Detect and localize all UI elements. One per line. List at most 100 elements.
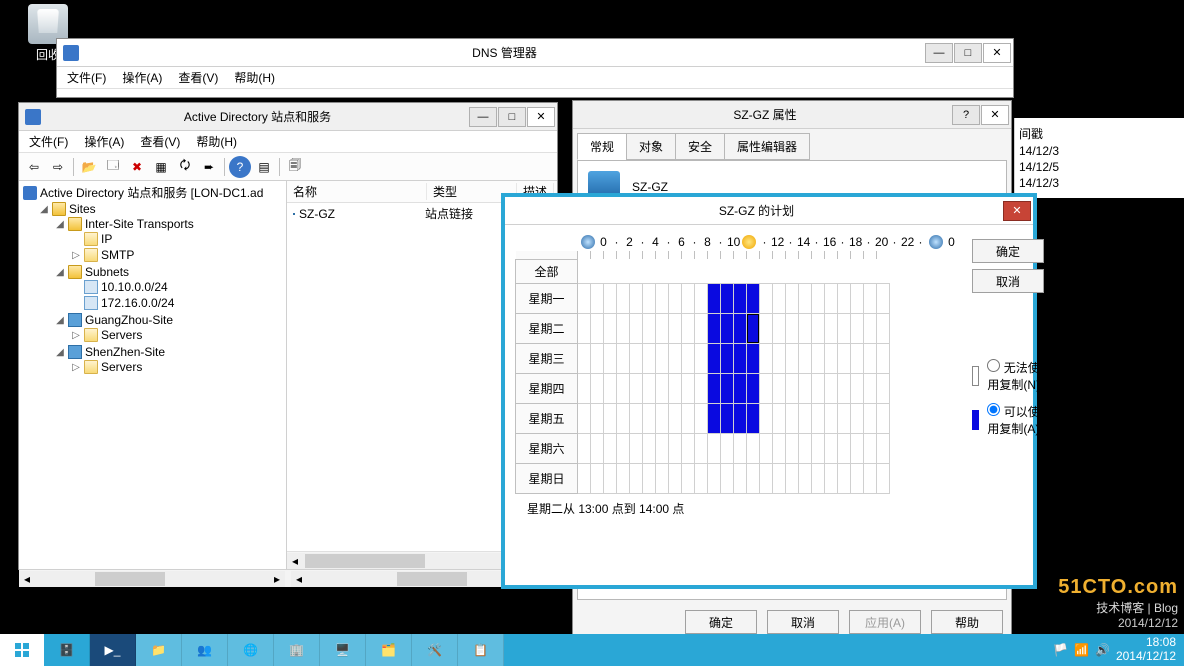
tree-root[interactable]: Active Directory 站点和服务 [LON-DC1.ad — [40, 184, 263, 201]
schedule-cell[interactable] — [669, 433, 682, 463]
scroll-thumb[interactable] — [397, 572, 467, 586]
schedule-cell[interactable] — [617, 283, 630, 313]
schedule-cell[interactable] — [682, 313, 695, 343]
schedule-cell[interactable] — [578, 343, 591, 373]
schedule-cell[interactable] — [643, 433, 656, 463]
schedule-cell[interactable] — [877, 433, 890, 463]
schedule-cell[interactable] — [578, 313, 591, 343]
schedule-cell[interactable] — [669, 283, 682, 313]
expander[interactable]: ▷ — [71, 362, 81, 373]
maximize-button[interactable]: □ — [954, 43, 982, 63]
schedule-cell[interactable] — [786, 433, 799, 463]
tray-sound-icon[interactable]: 🔊 — [1095, 643, 1110, 657]
schedule-cell[interactable] — [669, 403, 682, 433]
schedule-cell[interactable] — [877, 313, 890, 343]
menu-action[interactable]: 操作(A) — [78, 131, 130, 152]
schedule-cell[interactable] — [630, 463, 643, 493]
tree-subnets[interactable]: Subnets — [85, 265, 129, 279]
schedule-cell[interactable] — [773, 373, 786, 403]
close-button[interactable]: ✕ — [527, 107, 555, 127]
schedule-cell[interactable] — [721, 373, 734, 403]
schedule-cell[interactable] — [773, 313, 786, 343]
menu-help[interactable]: 帮助(H) — [228, 67, 281, 88]
schedule-cell[interactable] — [656, 313, 669, 343]
minimize-button[interactable]: — — [469, 107, 497, 127]
radio-off[interactable] — [987, 359, 1000, 372]
back-button[interactable]: ⇦ — [23, 156, 45, 178]
expander[interactable]: ▷ — [71, 250, 81, 261]
schedule-cell[interactable] — [591, 343, 604, 373]
day-header[interactable]: 星期一 — [516, 283, 578, 313]
schedule-cell[interactable] — [617, 313, 630, 343]
tree-sn1[interactable]: 10.10.0.0/24 — [101, 280, 168, 294]
schedule-cell[interactable] — [812, 283, 825, 313]
dns-button[interactable]: 🌐 — [228, 634, 274, 666]
schedule-cell[interactable] — [721, 403, 734, 433]
day-header[interactable]: 星期四 — [516, 373, 578, 403]
tool-button[interactable]: 🗐 — [284, 156, 306, 178]
schedule-cell[interactable] — [578, 283, 591, 313]
schedule-cell[interactable] — [630, 313, 643, 343]
help-button[interactable]: 帮助 — [931, 610, 1003, 634]
scroll-left[interactable]: ◂ — [19, 571, 35, 587]
schedule-cell[interactable] — [721, 433, 734, 463]
schedule-cell[interactable] — [825, 433, 838, 463]
schedule-cell[interactable] — [643, 403, 656, 433]
schedule-cell[interactable] — [851, 343, 864, 373]
schedule-cell[interactable] — [734, 433, 747, 463]
tree-gz[interactable]: GuangZhou-Site — [85, 313, 173, 327]
schedule-cell[interactable] — [682, 373, 695, 403]
menu-view[interactable]: 查看(V) — [172, 67, 224, 88]
col-name[interactable]: 名称 — [287, 183, 427, 200]
schedule-cell[interactable] — [760, 433, 773, 463]
schedule-cell[interactable] — [760, 403, 773, 433]
schedule-cell[interactable] — [734, 403, 747, 433]
menu-action[interactable]: 操作(A) — [116, 67, 168, 88]
schedule-cell[interactable] — [851, 403, 864, 433]
schedule-cell[interactable] — [591, 433, 604, 463]
schedule-cell[interactable] — [864, 403, 877, 433]
legend-on[interactable]: 可以使用复制(A) — [972, 403, 1044, 437]
schedule-cell[interactable] — [747, 343, 760, 373]
schedule-cell[interactable] — [864, 463, 877, 493]
tab-security[interactable]: 安全 — [675, 133, 725, 160]
expander[interactable]: ◢ — [55, 347, 65, 358]
schedule-cell[interactable] — [630, 373, 643, 403]
schedule-cell[interactable] — [864, 433, 877, 463]
day-header[interactable]: 星期六 — [516, 433, 578, 463]
schedule-cell[interactable] — [825, 403, 838, 433]
schedule-cell[interactable] — [630, 343, 643, 373]
schedule-cell[interactable] — [838, 373, 851, 403]
schedule-cell[interactable] — [656, 373, 669, 403]
schedule-cell[interactable] — [721, 283, 734, 313]
schedule-cell[interactable] — [838, 433, 851, 463]
schedule-cell[interactable] — [708, 403, 721, 433]
schedule-cell[interactable] — [708, 463, 721, 493]
schedule-cell[interactable] — [643, 463, 656, 493]
help-button[interactable]: ? — [952, 105, 980, 125]
tree-hscrollbar[interactable]: ◂ ▸ ◂ ▸ — [19, 569, 557, 587]
cancel-button[interactable]: 取消 — [767, 610, 839, 634]
ok-button[interactable]: 确定 — [685, 610, 757, 634]
expander[interactable]: ◢ — [55, 267, 65, 278]
schedule-cell[interactable] — [591, 313, 604, 343]
schedule-cell[interactable] — [877, 373, 890, 403]
schedule-cell[interactable] — [773, 403, 786, 433]
delete-button[interactable]: ✖ — [126, 156, 148, 178]
scroll-right[interactable]: ▸ — [269, 571, 285, 587]
schedule-cell[interactable] — [799, 403, 812, 433]
schedule-cell[interactable] — [669, 343, 682, 373]
schedule-cell[interactable] — [812, 343, 825, 373]
schedule-cell[interactable] — [747, 403, 760, 433]
schedule-cell[interactable] — [825, 343, 838, 373]
schedule-cell[interactable] — [682, 433, 695, 463]
close-button[interactable]: ✕ — [981, 105, 1009, 125]
schedule-cell[interactable] — [656, 283, 669, 313]
schedule-cell[interactable] — [695, 343, 708, 373]
schedule-cell[interactable] — [812, 463, 825, 493]
schedule-cell[interactable] — [708, 433, 721, 463]
schedule-cell[interactable] — [617, 463, 630, 493]
schedule-cell[interactable] — [786, 403, 799, 433]
schedule-cell[interactable] — [695, 313, 708, 343]
schedule-cell[interactable] — [630, 283, 643, 313]
